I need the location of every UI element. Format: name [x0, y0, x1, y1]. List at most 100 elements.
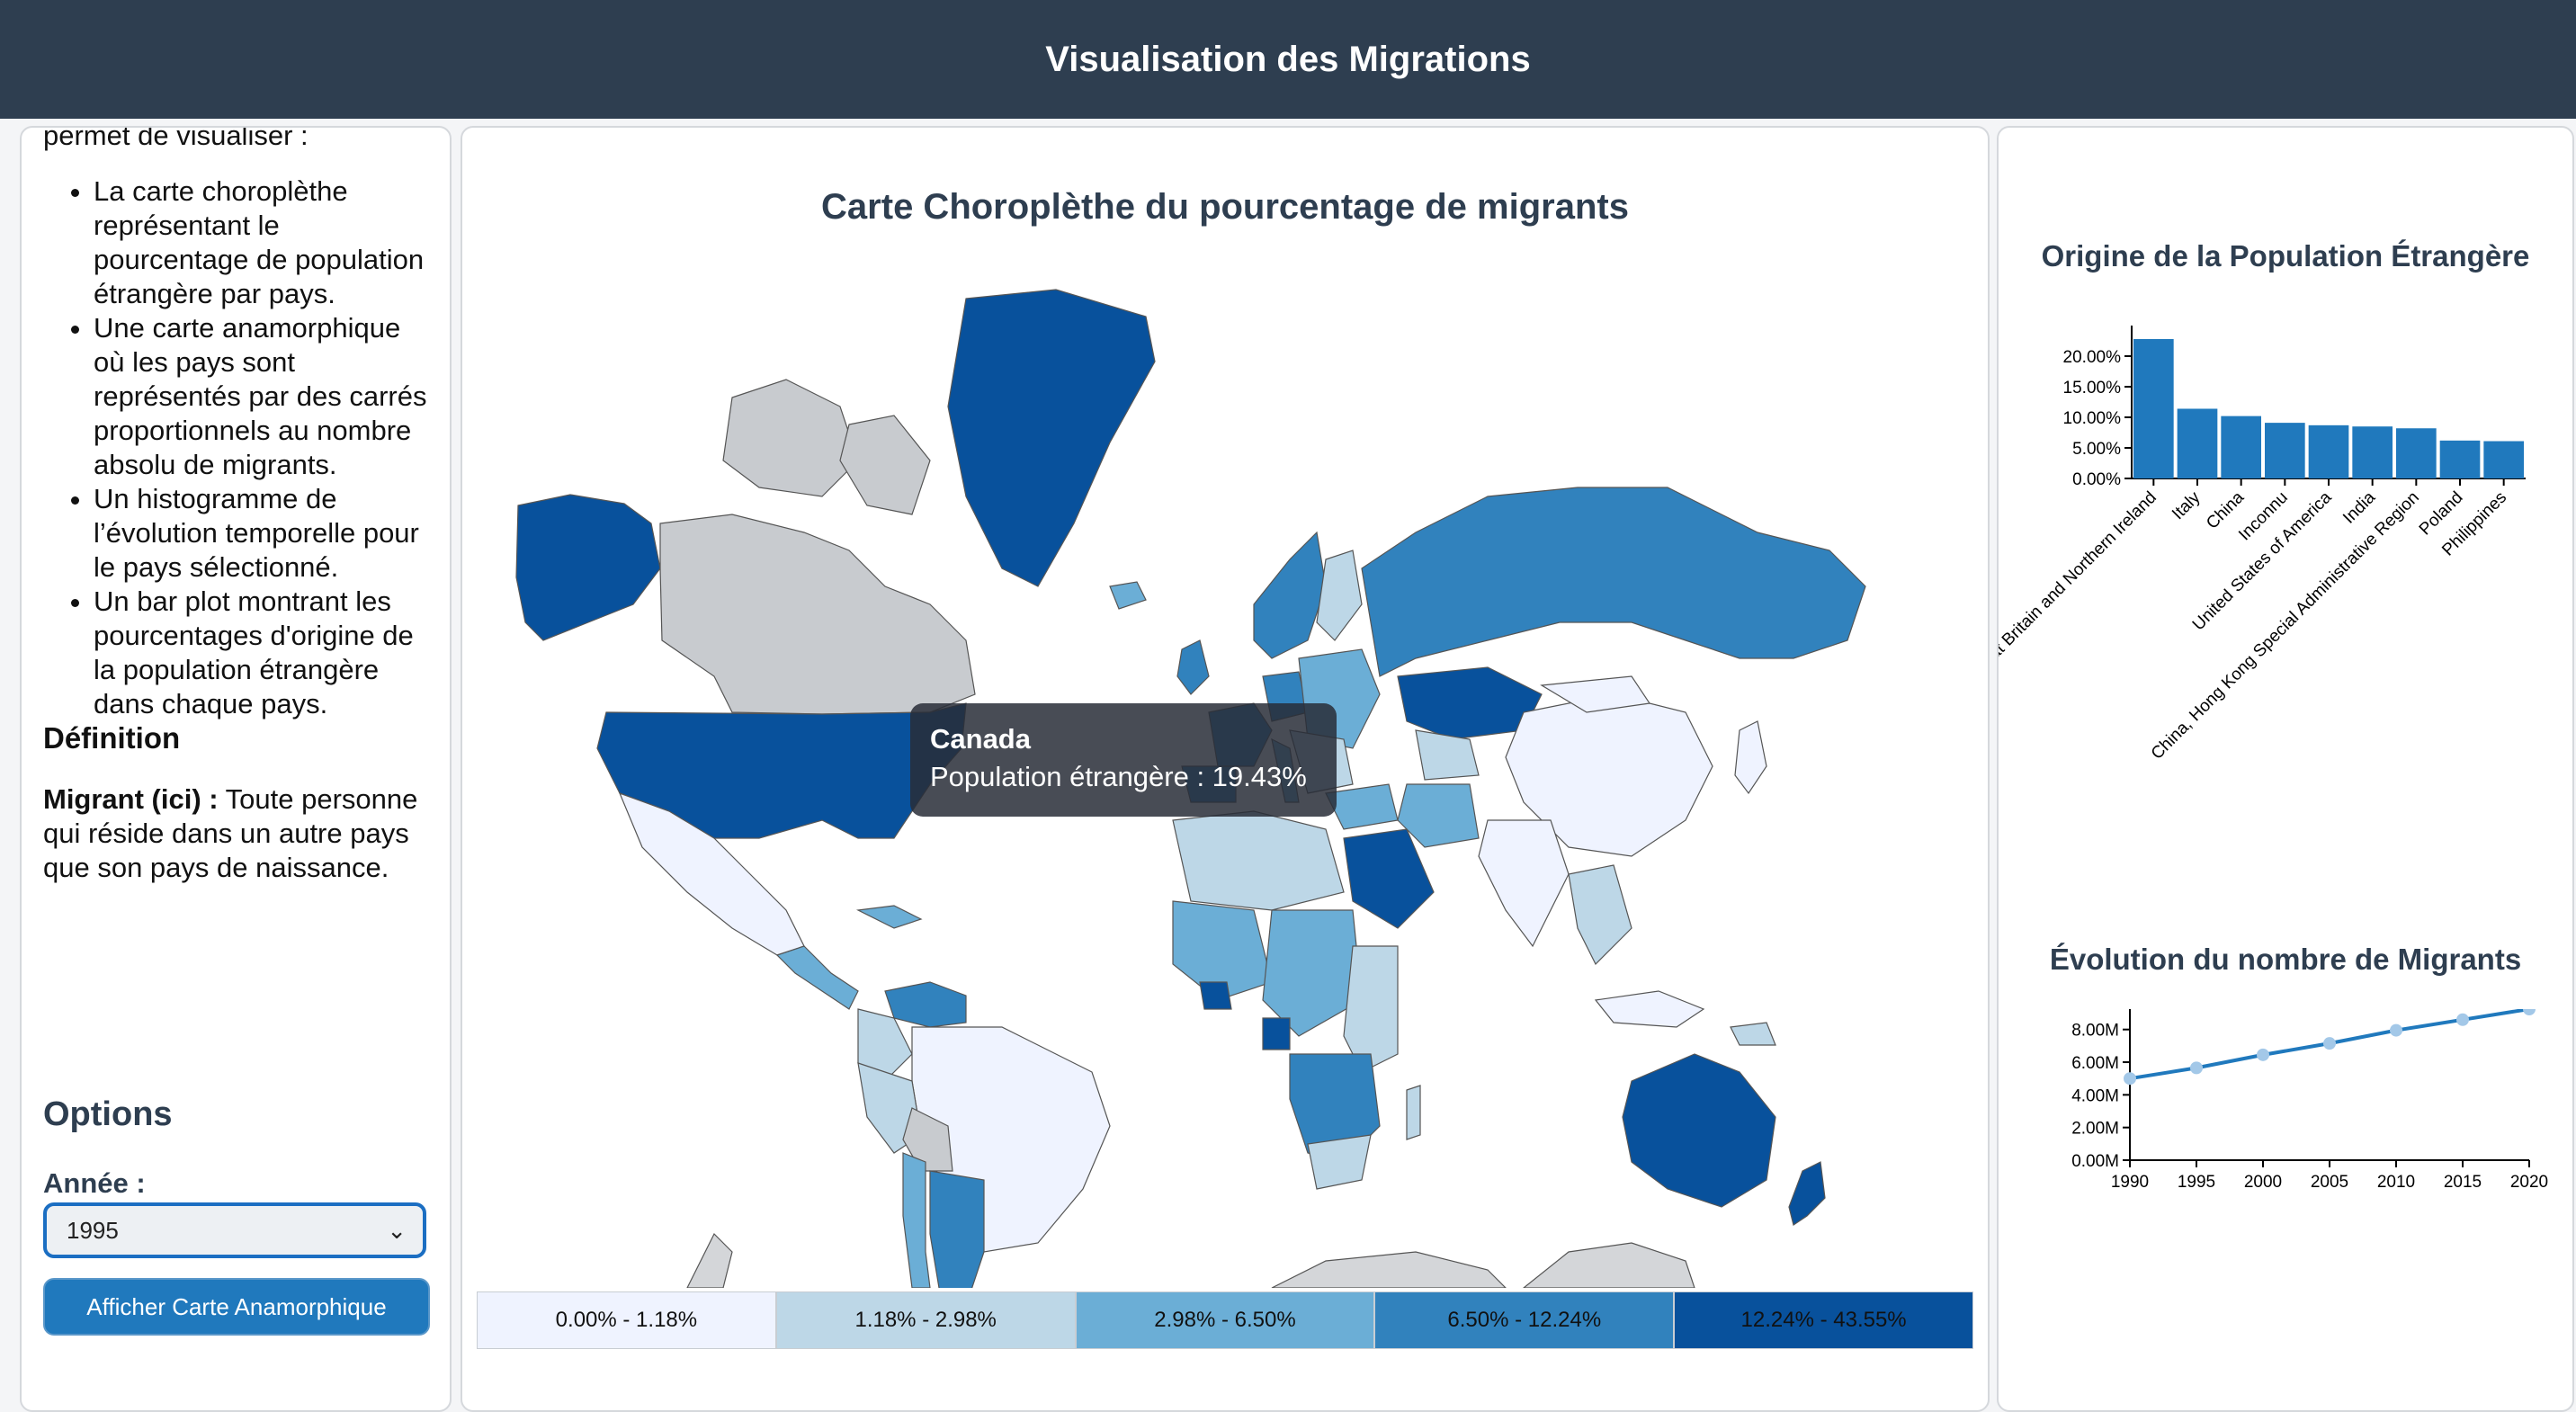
bar — [2483, 441, 2524, 478]
charts-panel: Origine de la Population Étrangère 0.00%… — [1997, 126, 2574, 1412]
legend-item: 6.50% - 12.24% — [1374, 1291, 1675, 1349]
y-tick-label: 10.00% — [2063, 409, 2122, 428]
y-tick-label: 4.00M — [2071, 1086, 2119, 1105]
country-gabon[interactable] — [1262, 1017, 1291, 1050]
data-point — [2523, 1009, 2536, 1015]
country-madagascar[interactable] — [1406, 1085, 1421, 1140]
country-uk[interactable] — [1176, 639, 1210, 695]
country-north-africa[interactable] — [1172, 810, 1345, 911]
x-tick-label: 2015 — [2444, 1173, 2482, 1192]
bar — [2439, 440, 2481, 478]
data-point — [2124, 1072, 2136, 1086]
country-japan[interactable] — [1734, 720, 1767, 795]
country-india[interactable] — [1478, 819, 1570, 948]
country-venezuela[interactable] — [884, 981, 967, 1028]
year-label: Année : — [43, 1167, 146, 1199]
x-tick-label: Italy — [2169, 487, 2205, 523]
y-tick-label: 5.00% — [2072, 440, 2121, 459]
country-new-zealand[interactable] — [1788, 1161, 1826, 1226]
country-central-asia[interactable] — [1415, 729, 1480, 781]
tooltip-country: Canada — [930, 723, 1031, 755]
bar — [2396, 428, 2437, 478]
x-tick-label: 1995 — [2178, 1173, 2215, 1192]
map-panel: Carte Choroplèthe du pourcentage de migr… — [461, 126, 1990, 1412]
y-tick-label: 0.00M — [2071, 1152, 2119, 1171]
country-finland[interactable] — [1316, 550, 1363, 641]
bar — [2221, 416, 2261, 478]
x-tick-label: 2020 — [2510, 1173, 2548, 1192]
bar — [2133, 338, 2174, 478]
country-scandinavia[interactable] — [1253, 531, 1327, 659]
country-east-africa[interactable] — [1343, 945, 1399, 1073]
country-colombia[interactable] — [857, 1008, 913, 1082]
country-iran[interactable] — [1397, 783, 1480, 848]
feature-list: La carte choroplèthe représentant le pou… — [43, 174, 439, 721]
country-russia[interactable] — [1361, 487, 1866, 677]
intro-tail: permet de visualiser : — [43, 126, 309, 151]
origin-bar-chart: 0.00% 5.00% 10.00% 15.00% 20.00% United Kingd… — [1999, 326, 2526, 787]
feature-item: Une carte anamorphique où les pays sont … — [94, 311, 439, 482]
country-caribbean[interactable] — [855, 905, 923, 929]
country-bolivia[interactable] — [902, 1107, 953, 1172]
definition-body: Toute personne qui réside dans un autre … — [43, 783, 418, 883]
map-legend: 0.00% - 1.18% 1.18% - 2.98% 2.98% - 6.50% 6… — [477, 1291, 1973, 1349]
y-tick-label: 20.00% — [2063, 348, 2122, 367]
country-baffin[interactable] — [839, 415, 931, 515]
year-select[interactable]: 1995 ⌄ — [43, 1202, 426, 1258]
country-australia[interactable] — [1622, 1053, 1776, 1208]
bar — [2352, 426, 2393, 478]
legend-item: 1.18% - 2.98% — [775, 1291, 1076, 1349]
country-saudi-arabia[interactable] — [1343, 828, 1435, 929]
feature-item: Un histogramme de l’évolution temporelle… — [94, 482, 439, 585]
bar — [2308, 424, 2349, 478]
y-tick-label: 6.00M — [2071, 1054, 2119, 1073]
country-iceland[interactable] — [1109, 581, 1147, 610]
show-cartogram-button[interactable]: Afficher Carte Anamorphique — [43, 1278, 430, 1336]
data-point — [2257, 1048, 2269, 1061]
country-central-america[interactable] — [775, 945, 859, 1010]
legend-item: 12.24% - 43.55% — [1674, 1291, 1973, 1349]
country-arctic-islands[interactable] — [722, 379, 859, 497]
x-tick-label: 2000 — [2244, 1173, 2282, 1192]
country-papua[interactable] — [1730, 1022, 1776, 1046]
country-ivory-coast[interactable] — [1199, 981, 1232, 1010]
evolution-line-chart: 0.00M 2.00M 4.00M 6.00M 8.00M 1990 1995 2000 200… — [2071, 1009, 2548, 1192]
y-tick-label: 15.00% — [2063, 379, 2122, 398]
country-antarctica[interactable] — [686, 1232, 1695, 1288]
definition-title: Définition — [43, 721, 181, 755]
country-mongolia[interactable] — [1540, 675, 1651, 713]
country-south-africa[interactable] — [1307, 1134, 1372, 1190]
country-greenland[interactable] — [947, 289, 1156, 587]
x-tick-label: United Kingdom of Great Britain and Nort… — [1999, 488, 2160, 787]
country-middle-east[interactable] — [1325, 783, 1399, 830]
x-tick-label: 2010 — [2377, 1173, 2415, 1192]
definition-text: Migrant (ici) : Toute personne qui résid… — [43, 782, 439, 885]
choropleth-map[interactable] — [462, 263, 1988, 1288]
country-argentina[interactable] — [929, 1170, 985, 1288]
tooltip-value: Population étrangère : 19.43% — [930, 761, 1307, 792]
country-alaska[interactable] — [515, 494, 661, 641]
country-west-africa[interactable] — [1172, 900, 1273, 1001]
data-point — [2190, 1061, 2203, 1075]
x-tick-label: 1990 — [2111, 1173, 2149, 1192]
info-panel[interactable]: permet de visualiser : La carte choroplè… — [20, 126, 452, 1412]
year-select-value: 1995 — [67, 1216, 119, 1244]
map-title: Carte Choroplèthe du pourcentage de migr… — [821, 187, 1629, 227]
country-canada[interactable] — [659, 514, 976, 715]
country-chile[interactable] — [902, 1152, 931, 1288]
data-point — [2323, 1037, 2336, 1050]
country-indonesia[interactable] — [1594, 990, 1705, 1028]
data-point — [2456, 1013, 2469, 1026]
app-title: Visualisation des Migrations — [1045, 39, 1531, 79]
options-title: Options — [43, 1095, 173, 1133]
country-southeast-asia[interactable] — [1568, 864, 1632, 966]
y-tick-label: 2.00M — [2071, 1120, 2119, 1139]
definition-term: Migrant (ici) : — [43, 783, 219, 815]
chevron-down-icon: ⌄ — [387, 1217, 407, 1244]
country-central-africa[interactable] — [1262, 909, 1363, 1037]
legend-item: 2.98% - 6.50% — [1075, 1291, 1375, 1349]
y-tick-label: 0.00% — [2072, 470, 2121, 489]
feature-item: La carte choroplèthe représentant le pou… — [94, 174, 439, 311]
map-tooltip: Canada Population étrangère : 19.43% — [910, 703, 1337, 817]
x-tick-label: India — [2339, 487, 2379, 527]
